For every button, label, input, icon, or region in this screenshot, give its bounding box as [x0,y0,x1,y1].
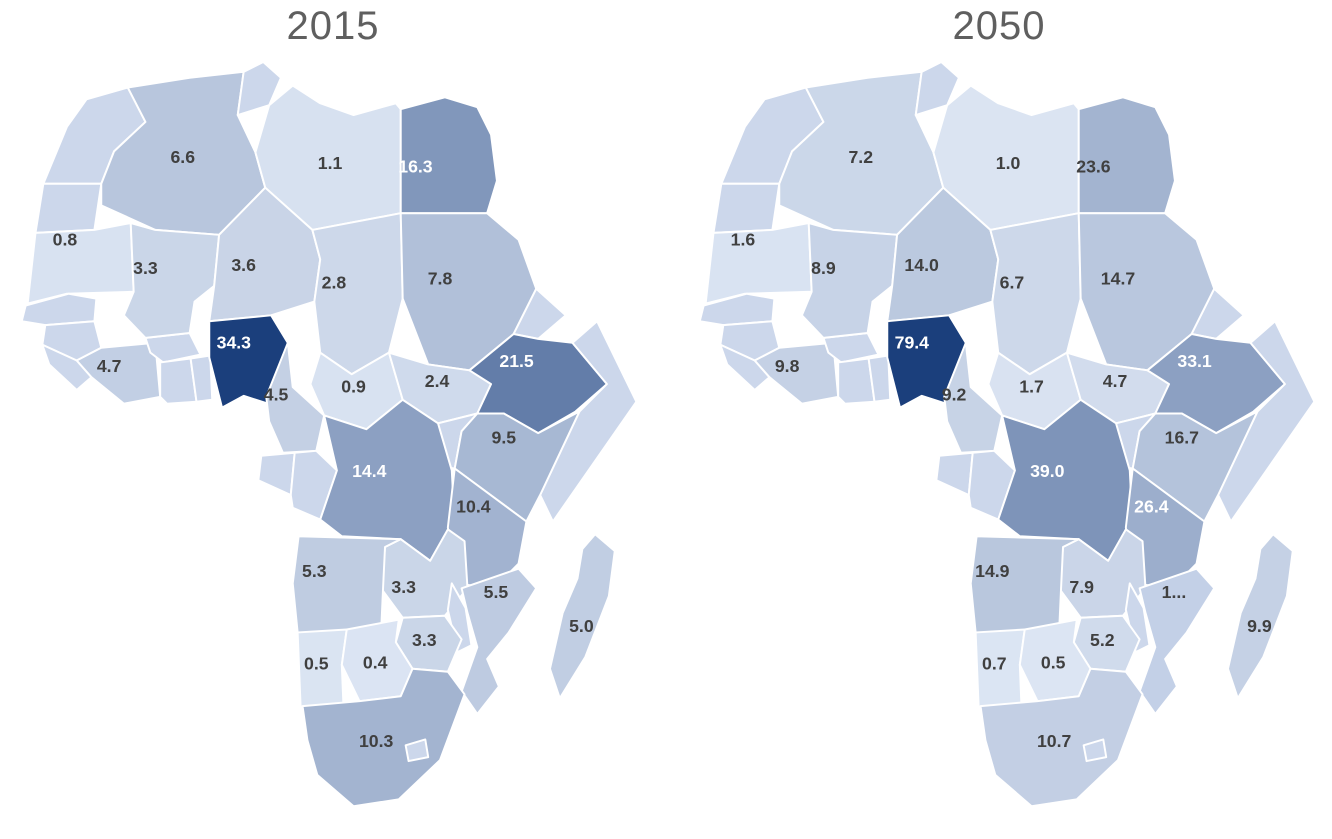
country-shape-kenya [1131,410,1259,523]
map-panel-2050: 2050 1.6 9.8 7.2 1.0 23.6 8.9 14.0 6.7 14.7 79.4 9… [666,0,1332,839]
country-label-south_sudan: 4.7 [1103,371,1128,391]
country-label-mozambique: 5.5 [484,582,509,602]
africa-choropleth-map-2050: 1.6 9.8 7.2 1.0 23.6 8.9 14.0 6.7 14.7 79.4 9.2 1.7… [698,61,1316,808]
country-label-mauritania: 1.6 [731,229,756,249]
country-shape-south_africa [979,667,1144,808]
country-label-zimbabwe: 3.3 [412,630,437,650]
country-label-namibia: 0.5 [304,654,329,674]
country-label-sudan: 7.8 [428,269,453,289]
country-shape-angola [291,535,402,634]
country-shape-tunisia [236,61,282,117]
country-label-egypt: 16.3 [398,157,433,177]
country-shape-gabon [935,451,974,496]
country-label-ethiopia: 21.5 [499,351,534,371]
country-shape-angola [969,535,1080,634]
country-shape-mozambique [460,567,538,715]
country-shape-ghana [159,357,198,405]
country-label-drc: 14.4 [352,461,387,481]
country-label-niger: 3.6 [231,255,256,275]
country-label-libya: 1.1 [318,153,343,173]
country-shape-benin_togo [867,354,892,403]
country-shape-gabon [257,451,296,496]
country-shape-lesotho [1082,738,1108,763]
country-shape-somalia [1217,320,1316,523]
map-title-2050: 2050 [952,4,1046,48]
country-shape-ghana [837,357,876,405]
country-shape-mali [800,222,899,339]
country-label-angola: 5.3 [302,561,327,581]
country-label-south_sudan: 2.4 [425,371,450,391]
country-label-cameroon: 4.5 [264,385,289,405]
country-label-tanzania: 26.4 [1134,496,1169,516]
map-title-2015: 2015 [286,4,380,48]
country-shape-zambia [1058,528,1147,619]
country-label-drc: 39.0 [1030,461,1065,481]
country-shape-chad [989,212,1082,376]
country-label-zambia: 7.9 [1069,577,1094,597]
country-label-tanzania: 10.4 [456,496,491,516]
country-label-libya: 1.0 [996,153,1021,173]
country-label-kenya: 9.5 [492,428,517,448]
country-shape-madagascar [548,533,616,700]
country-label-zambia: 3.3 [391,577,416,597]
country-shape-mali [122,222,221,339]
country-shape-kenya [453,410,581,523]
country-shape-zambia [380,528,469,619]
country-label-chad: 2.8 [322,273,347,293]
country-label-cameroon: 9.2 [942,385,967,405]
country-label-nigeria: 79.4 [895,332,930,352]
country-shape-western_sahara [712,182,781,234]
country-shape-somalia [539,320,638,523]
country-label-sudan: 14.7 [1101,269,1136,289]
country-label-cote_divoire: 4.7 [97,356,122,376]
country-label-niger: 14.0 [904,255,939,275]
country-label-mali: 3.3 [133,258,158,278]
country-label-algeria: 6.6 [170,147,195,167]
country-label-mauritania: 0.8 [53,229,78,249]
country-shape-ethiopia [468,332,608,435]
country-label-ethiopia: 33.1 [1177,351,1212,371]
country-label-angola: 14.9 [975,561,1010,581]
country-label-mozambique: 1... [1162,582,1187,602]
country-label-cote_divoire: 9.8 [775,356,800,376]
country-shape-chad [311,212,404,376]
country-shape-mauritania [26,222,135,305]
africa-choropleth-map-2015: 0.8 4.7 6.6 1.1 16.3 3.3 3.6 2.8 7.8 34.3 4.5 0.9 2.… [20,61,638,808]
country-label-south_africa: 10.3 [359,731,394,751]
country-label-zimbabwe: 5.2 [1090,630,1115,650]
country-shape-madagascar [1226,533,1294,700]
map-panel-2015: 2015 0.8 4.7 6.6 1.1 16.3 3.3 3.6 2.8 7.8 34.3 4.5… [20,4,638,808]
country-label-nigeria: 34.3 [217,332,252,352]
country-label-namibia: 0.7 [982,654,1007,674]
country-shape-western_sahara [34,182,103,234]
country-label-car: 0.9 [341,377,366,397]
country-shape-egypt [399,96,498,215]
country-shape-benin_togo [189,354,214,403]
country-label-botswana: 0.4 [363,653,388,673]
country-shape-liberia [719,343,771,391]
country-label-chad: 6.7 [1000,273,1025,293]
country-label-madagascar: 5.0 [569,616,594,636]
country-label-mali: 8.9 [811,258,836,278]
country-shape-liberia [41,343,93,391]
country-shape-south_africa [301,667,466,808]
country-shape-mozambique [1138,567,1216,715]
country-shape-ethiopia [1146,332,1286,435]
country-label-kenya: 16.7 [1165,428,1200,448]
country-shape-egypt [1077,96,1176,215]
country-label-madagascar: 9.9 [1247,616,1272,636]
country-shape-tunisia [914,61,960,117]
country-label-south_africa: 10.7 [1037,731,1072,751]
country-label-algeria: 7.2 [848,147,873,167]
country-label-egypt: 23.6 [1076,157,1111,177]
country-label-botswana: 0.5 [1041,653,1066,673]
country-shape-mauritania [704,222,813,305]
country-shape-lesotho [404,738,430,763]
country-label-car: 1.7 [1019,377,1044,397]
